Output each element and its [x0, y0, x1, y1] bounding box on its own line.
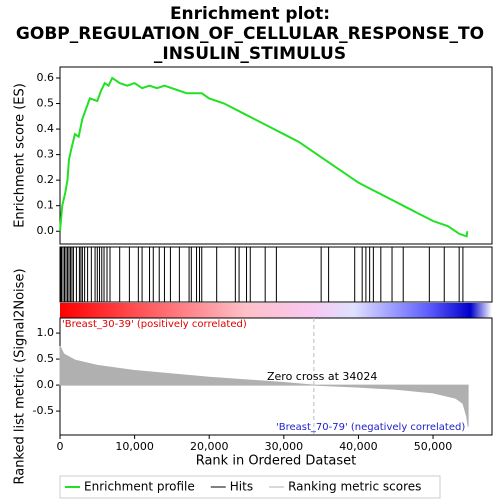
y-tick-label: 0.6: [37, 71, 55, 84]
y-tick-label: 0.3: [37, 148, 55, 161]
y-tick-label: 0.4: [37, 122, 55, 135]
legend-label: Enrichment profile: [84, 480, 195, 494]
panel-frame: [59, 66, 493, 245]
y-tick-label: 0.1: [37, 199, 55, 212]
y-tick-label: 0.5: [37, 97, 55, 110]
x-axis-label: Rank in Ordered Dataset: [196, 454, 357, 469]
negative-label: 'Breast_70-79' (negatively correlated): [276, 422, 465, 433]
chart-title: _INSULIN_STIMULUS: [154, 44, 346, 64]
y-axis-label: Ranked list metric (Signal2Noise): [13, 268, 28, 484]
y-tick-label: -0.5: [33, 404, 54, 417]
es-line: [59, 76, 469, 238]
x-tick-label: 50,000: [414, 440, 453, 453]
y-tick-label: 0.5: [37, 352, 55, 365]
x-tick-label: 30,000: [265, 440, 304, 453]
positive-label: 'Breast_30-39' (positively correlated): [62, 319, 247, 330]
rank-color-stripe: [60, 303, 492, 318]
legend-label: Ranking metric scores: [288, 480, 421, 494]
zero-cross-label: Zero cross at 34024: [267, 370, 377, 383]
y-tick-label: 0.0: [37, 378, 55, 391]
y-tick-label: 0.2: [37, 173, 55, 186]
y-tick-label: 0.0: [37, 224, 55, 237]
legend-label: Hits: [230, 480, 253, 494]
chart-title: Enrichment plot:: [170, 4, 330, 24]
legend-box: [59, 475, 441, 499]
x-tick-label: 20,000: [190, 440, 229, 453]
x-tick-label: 40,000: [339, 440, 378, 453]
chart-title: GOBP_REGULATION_OF_CELLULAR_RESPONSE_TO: [16, 24, 484, 44]
x-tick-label: 10,000: [115, 440, 154, 453]
x-tick-label: 0: [57, 440, 64, 453]
y-tick-label: 1.0: [37, 326, 55, 339]
y-axis-label: Enrichment score (ES): [13, 83, 28, 228]
metric-area: [59, 345, 469, 427]
